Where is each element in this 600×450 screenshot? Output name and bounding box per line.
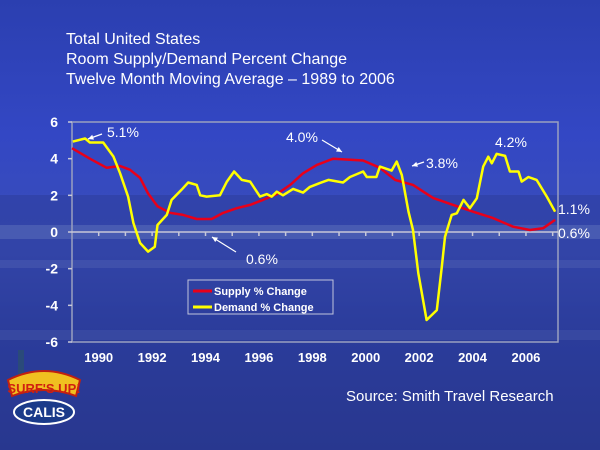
annotation-label: 4.2% (495, 134, 527, 150)
x-tick-label: 1996 (244, 350, 273, 365)
title-line-3: Twelve Month Moving Average – 1989 to 20… (66, 71, 395, 88)
surfs-up-calis-logo: SURF'S UP! CALIS (6, 350, 82, 425)
y-tick-label: 4 (50, 151, 58, 167)
y-tick-label: 2 (50, 187, 58, 203)
title-line-2: Room Supply/Demand Percent Change (66, 51, 348, 68)
annotation-label: 3.8% (426, 155, 458, 171)
arrowhead-icon (88, 134, 94, 140)
annotation-label: 0.6% (558, 225, 590, 241)
source-label: Source: Smith Travel Research (346, 388, 554, 405)
annotation-label: 0.6% (246, 251, 278, 267)
y-tick-label: -2 (46, 261, 59, 277)
y-tick-label: 6 (50, 114, 58, 130)
legend-label: Supply % Change (214, 286, 307, 298)
y-tick-label: -6 (46, 334, 59, 350)
legend-box (187, 279, 334, 315)
annotation-label: 5.1% (107, 124, 139, 140)
y-tick-label: -4 (46, 297, 59, 313)
x-tick-label: 2004 (458, 350, 488, 365)
x-tick-label: 1990 (84, 350, 113, 365)
demand-line (72, 137, 557, 322)
arrowhead-icon (212, 237, 218, 243)
arrowhead-icon (412, 161, 418, 167)
svg-text:SURF'S UP!: SURF'S UP! (7, 381, 80, 396)
title-line-1: Total United States (66, 31, 201, 48)
x-tick-label: 2006 (511, 350, 540, 365)
y-tick-label: 0 (50, 224, 58, 240)
x-tick-label: 1998 (298, 350, 327, 365)
x-tick-label: 2002 (405, 350, 434, 365)
x-tick-label: 2000 (351, 350, 380, 365)
legend-label: Demand % Change (214, 302, 314, 314)
supply-line (71, 147, 556, 232)
svg-text:CALIS: CALIS (23, 404, 65, 420)
x-tick-label: 1992 (138, 350, 167, 365)
annotation-label: 4.0% (286, 129, 318, 145)
arrowhead-icon (336, 146, 342, 152)
annotation-label: 1.1% (558, 201, 590, 217)
x-tick-label: 1994 (191, 350, 221, 365)
